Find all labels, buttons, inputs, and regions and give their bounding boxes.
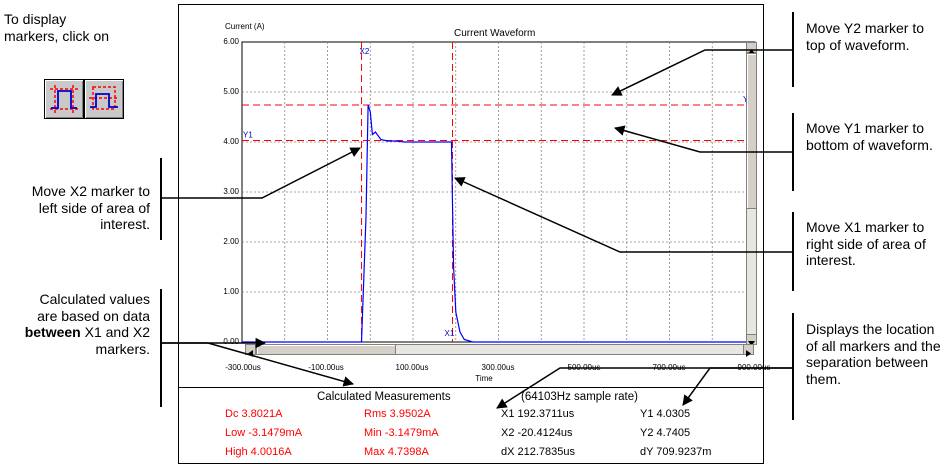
chart-grid [241,41,756,343]
series-line-0 [242,104,755,343]
dc-value: Dc 3.8021A [225,408,283,420]
scroll-right-button[interactable] [743,344,754,357]
min-value: Min -3.1479mA [364,427,439,439]
x-tick-label: 300.00us [481,363,515,372]
y1-bracket [792,113,794,191]
x1-value: X1 192.3711us [501,408,575,420]
dx-value: dX 212.7835us [501,446,576,458]
show-markers-icon [50,85,78,113]
calc-prefix: Calculated values are based on data [37,291,150,324]
move-x2-note: Move X2 marker to left side of area of i… [31,183,150,232]
measurements-separator [179,387,763,388]
waveform-chart: X2X1Y2Y1 [241,41,756,343]
y-tick-label: 5.00 [223,87,239,96]
displays-location-note: Displays the location of all markers and… [806,321,941,387]
x2-value: X2 -20.4124us [501,427,573,439]
y-tick-label: 1.00 [223,287,239,296]
dy-value: dY 709.9237m [640,446,712,458]
sample-rate: (64103Hz sample rate) [521,391,638,403]
arrow-down-icon [748,341,755,346]
horizontal-scroll-thumb[interactable] [256,344,396,355]
y-tick-label: 6.00 [223,37,239,46]
calc-bracket [160,289,162,407]
chart-series [242,104,755,343]
max-value: Max 4.7398A [364,446,429,458]
chart-title: Current Waveform [454,28,536,39]
arrow-right-icon [746,350,751,357]
waveform-window: X2X1Y2Y1 Current (A) Current Waveform 6.… [178,4,770,464]
arrow-left-icon [248,350,253,357]
scroll-up-button[interactable] [746,42,757,54]
high-value: High 4.0016A [225,446,292,458]
y-tick-label: 4.00 [223,137,239,146]
marker-x1-label: X1 [444,329,454,338]
marker-x2-label: X2 [360,47,370,56]
measurements-title: Calculated Measurements [317,391,451,403]
x-tick-label: 100.00us [395,363,429,372]
y2-value: Y2 4.7405 [640,427,691,439]
y2-bracket [792,12,794,87]
y-axis-label: Current (A) [225,22,265,31]
vertical-scroll-thumb[interactable] [746,53,757,209]
x-tick-label: 900.00us [737,363,771,372]
marker-y1-label: Y1 [243,130,253,139]
display-markers-note: To display markers, click on [4,11,110,44]
move-x2-bracket [160,158,162,240]
y1-value: Y1 4.0305 [640,408,691,420]
calc-suffix: X1 and X2 markers. [80,324,150,357]
location-bracket [792,313,794,420]
x-tick-label: -100.00us [308,363,344,372]
x-tick-label: 500.00us [567,363,601,372]
x-axis-label: Time [475,374,493,383]
calc-bold: between [24,324,81,340]
x-tick-label: -300.00us [225,363,261,372]
rms-value: Rms 3.9502A [364,408,431,420]
low-value: Low -3.1479mA [225,427,303,439]
y-tick-label: 2.00 [223,237,239,246]
x1-bracket [792,212,794,291]
hide-markers-button[interactable] [84,79,124,119]
move-x1-note: Move X1 marker to right side of area of … [806,219,926,268]
y-tick-label: 3.00 [223,187,239,196]
move-y2-note: Move Y2 marker to top of waveform. [806,20,925,53]
x-tick-label: 700.00us [652,363,686,372]
calculated-values-note: Calculated values are based on data betw… [20,291,150,357]
scroll-left-button[interactable] [245,344,256,357]
y-tick-label: 0.00 [223,337,239,346]
move-y1-note: Move Y1 marker to bottom of waveform. [806,120,933,153]
hide-markers-icon [89,86,119,110]
show-markers-button[interactable] [44,79,84,119]
